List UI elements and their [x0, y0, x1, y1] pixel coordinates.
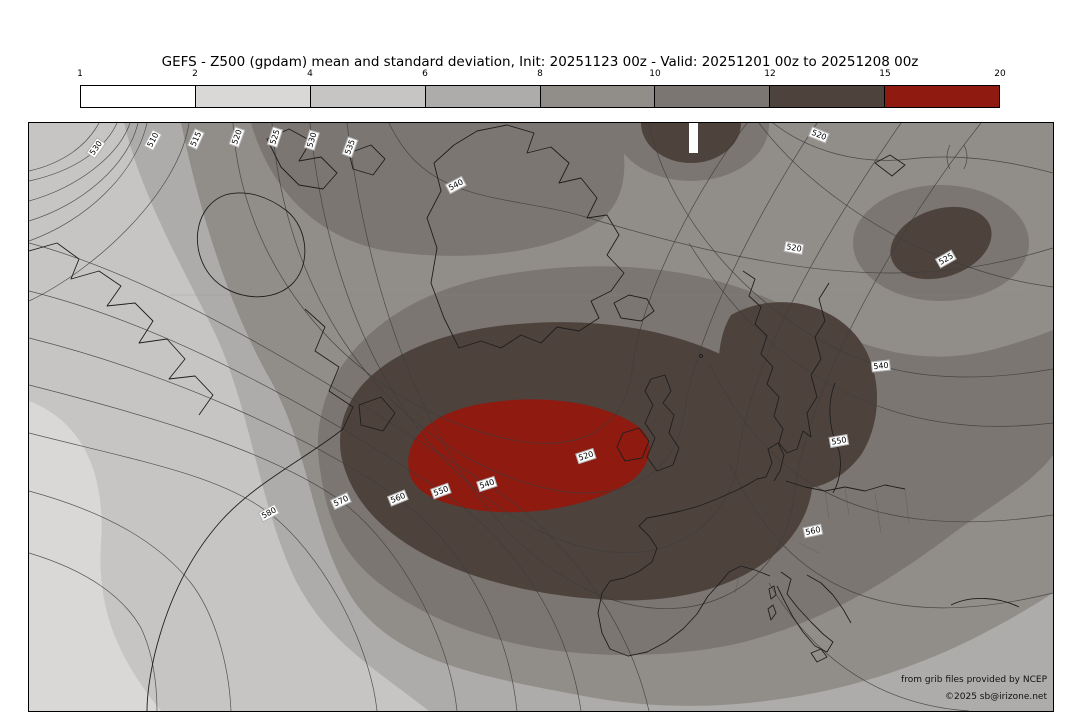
credit-copyright: ©2025 sb@irizone.net [945, 692, 1047, 702]
country-borders [646, 486, 910, 594]
colorbar-segment [425, 86, 541, 107]
colorbar-segment [540, 86, 656, 107]
colorbar-tick-label: 8 [537, 69, 543, 79]
stddev-shading [29, 123, 1053, 711]
coastlines [29, 124, 1020, 711]
colorbar-tick-label: 1 [77, 69, 83, 79]
colorbar-tick-label: 6 [422, 69, 428, 79]
colorbar-segment [195, 86, 311, 107]
colorbar-segment [310, 86, 426, 107]
chart-title: GEFS - Z500 (gpdam) mean and standard de… [161, 54, 919, 70]
colorbar-tick-label: 20 [994, 69, 1006, 79]
colorbar-segment [655, 86, 771, 107]
colorbar-tick-label: 10 [649, 69, 661, 79]
colorbar-tick-label: 15 [879, 69, 891, 79]
colorbar-tick-label: 12 [764, 69, 776, 79]
map-panel: 530 510 515 520 525 530 535 540 520 520 525 540 550 5… [28, 122, 1054, 712]
colorbar-tick-label: 4 [307, 69, 313, 79]
colorbar-segments [80, 85, 1000, 108]
colorbar-segment [885, 86, 999, 107]
map-artifact [689, 123, 698, 153]
colorbar-ticks: 1 2 4 6 8 10 12 15 20 [77, 69, 1006, 82]
colorbar-segment [81, 86, 196, 107]
colorbar-tick-label: 2 [192, 69, 198, 79]
colorbar-segment [770, 86, 886, 107]
contour-lines [29, 123, 1053, 711]
map-canvas [29, 123, 1053, 711]
credit-source: from grib files provided by NCEP [901, 675, 1047, 685]
